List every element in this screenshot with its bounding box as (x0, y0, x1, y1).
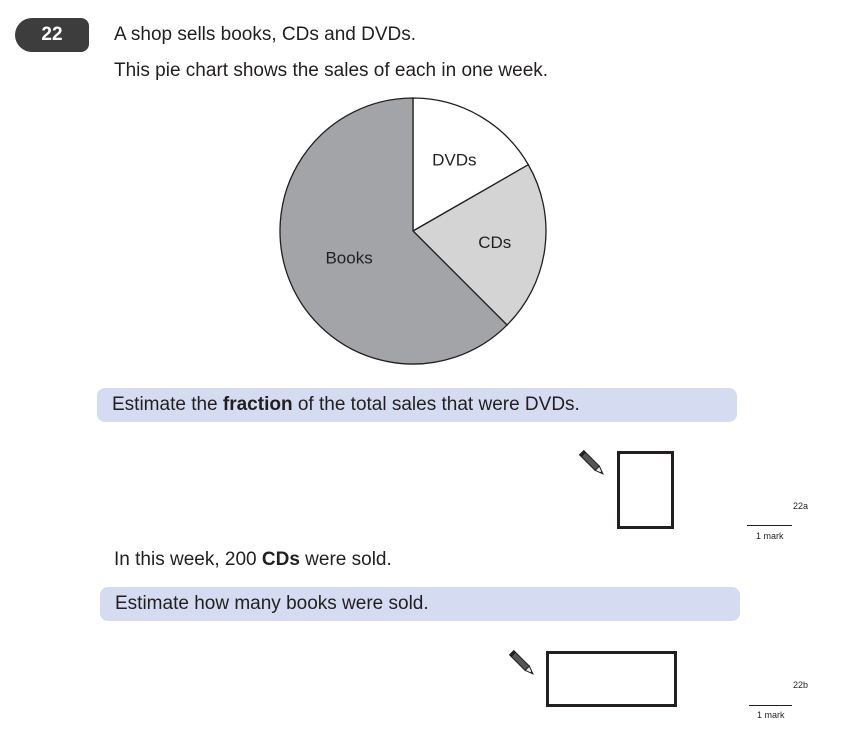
cds-info-end: were sold. (299, 549, 392, 570)
part-b-mark-line (749, 705, 792, 706)
pie-slice-books (279, 97, 508, 365)
pie-slice-dvds (412, 97, 530, 233)
part-b-mark: 1 mark (757, 710, 785, 720)
cds-info-bold: CDs (261, 549, 300, 570)
part-a-prompt-start: Estimate the (112, 394, 223, 415)
pie-slice-cds (411, 163, 547, 326)
pencil-icon (579, 449, 604, 475)
question-intro-line: A shop sells books, CDs and DVDs. (114, 24, 417, 45)
cds-info-line: In this week, 200 CDs were sold. (114, 548, 392, 572)
chart-intro-line: This pie chart shows the sales of each i… (114, 60, 549, 81)
pie-label-books: Books (325, 248, 372, 267)
pencil-icon (509, 649, 534, 675)
part-a-mark: 1 mark (756, 531, 784, 541)
part-a-prompt: Estimate the fraction of the total sales… (97, 388, 737, 422)
part-a-answer-box[interactable] (617, 451, 674, 529)
part-a-prompt-bold: fraction (222, 394, 293, 415)
part-b-prompt: Estimate how many books were sold. (100, 587, 740, 621)
part-a-code: 22a (793, 501, 809, 511)
part-b-answer-box[interactable] (546, 651, 677, 707)
question-number: 22 (15, 18, 89, 52)
pie-chart: DVDs CDs Books (279, 97, 547, 365)
part-a-mark-line (747, 525, 792, 526)
pie-label-dvds: DVDs (432, 151, 476, 170)
pie-label-cds: CDs (478, 233, 511, 252)
part-b-code: 22b (793, 680, 809, 690)
part-a-prompt-end: of the total sales that were DVDs. (292, 394, 580, 415)
cds-info-start: In this week, 200 (114, 549, 262, 570)
